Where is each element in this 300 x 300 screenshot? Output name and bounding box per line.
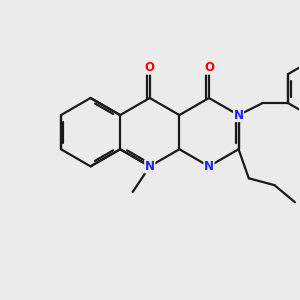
Text: O: O (145, 61, 155, 74)
Text: O: O (204, 61, 214, 74)
Text: N: N (204, 160, 214, 173)
Text: N: N (234, 109, 244, 122)
Text: N: N (145, 160, 155, 173)
